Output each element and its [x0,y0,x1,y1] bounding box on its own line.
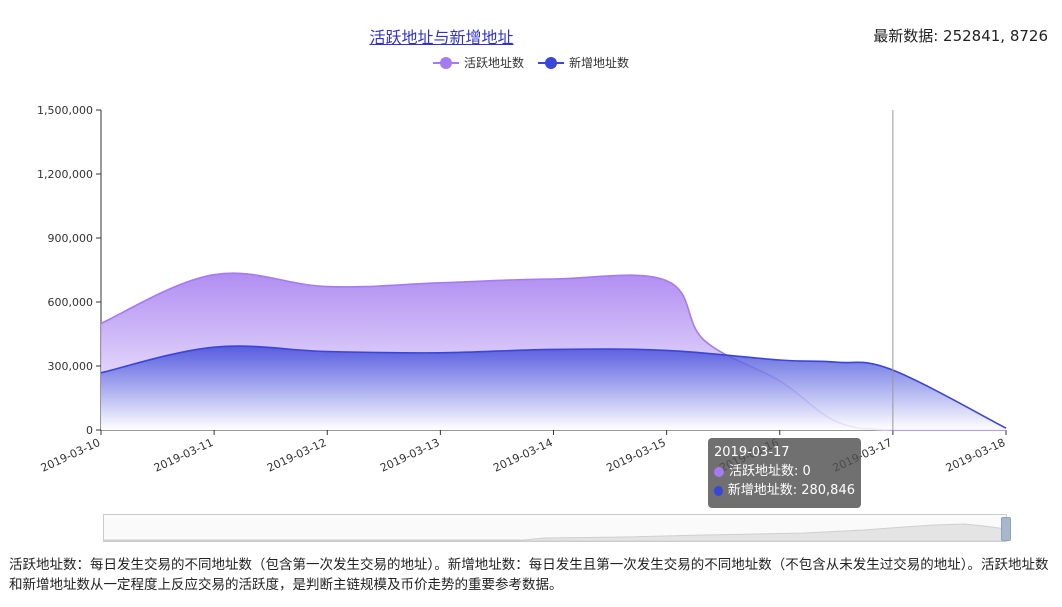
legend-active-label: 活跃地址数 [463,56,524,70]
series-area-new [101,346,1006,430]
x-tick-label: 2019-03-14 [491,436,554,475]
x-tick-label: 2019-03-11 [152,436,215,475]
tooltip-new-value: 新增地址数: 280,846 [727,483,855,498]
datazoom-preview [104,523,1006,541]
y-tick-label: 0 [86,424,93,437]
series-line-new [100,345,1007,429]
tooltip-row-new: 新增地址数: 280,846 [714,481,855,500]
x-tick-label: 2019-03-10 [39,436,102,475]
legend-new-marker-icon [538,56,564,70]
y-tick-label: 900,000 [48,232,94,245]
tooltip-new-dot-icon [714,485,723,496]
tooltip-active-dot-icon [714,466,724,477]
legend-item-new[interactable]: 新增地址数 [538,54,629,71]
legend-item-active[interactable]: 活跃地址数 [432,54,524,71]
x-tick-label: 2019-03-15 [604,436,667,475]
y-tick-label: 1,500,000 [37,104,93,117]
y-tick-label: 600,000 [48,296,94,309]
legend-new-label: 新增地址数 [569,56,630,70]
x-tick-label: 2019-03-18 [944,436,1007,475]
x-tick-label: 2019-03-13 [378,436,441,475]
latest-data-readout: 最新数据: 252841, 8726 [873,27,1048,45]
x-tick-label: 2019-03-12 [265,436,328,475]
y-tick-label: 300,000 [48,360,94,373]
datazoom-right-handle[interactable] [1001,517,1011,541]
chart-legend: 活跃地址数 新增地址数 [0,54,1062,71]
datazoom-slider[interactable] [103,514,1011,542]
hover-tooltip: 2019-03-17 活跃地址数: 0 新增地址数: 280,846 [708,438,861,508]
metric-description: 活跃地址数：每日发生交易的不同地址数（包含第一次发生交易的地址）。新增地址数：每… [9,557,1049,593]
y-tick-label: 1,200,000 [37,168,93,181]
tooltip-active-value: 活跃地址数: 0 [729,464,811,479]
chart-title[interactable]: 活跃地址与新增地址 [369,28,514,47]
tooltip-row-active: 活跃地址数: 0 [714,462,855,481]
legend-active-marker-icon [432,56,459,70]
tooltip-date: 2019-03-17 [714,445,790,460]
area-chart: 0 300,000 600,000 900,000 1,200,000 1,500,000… [37,104,1007,475]
